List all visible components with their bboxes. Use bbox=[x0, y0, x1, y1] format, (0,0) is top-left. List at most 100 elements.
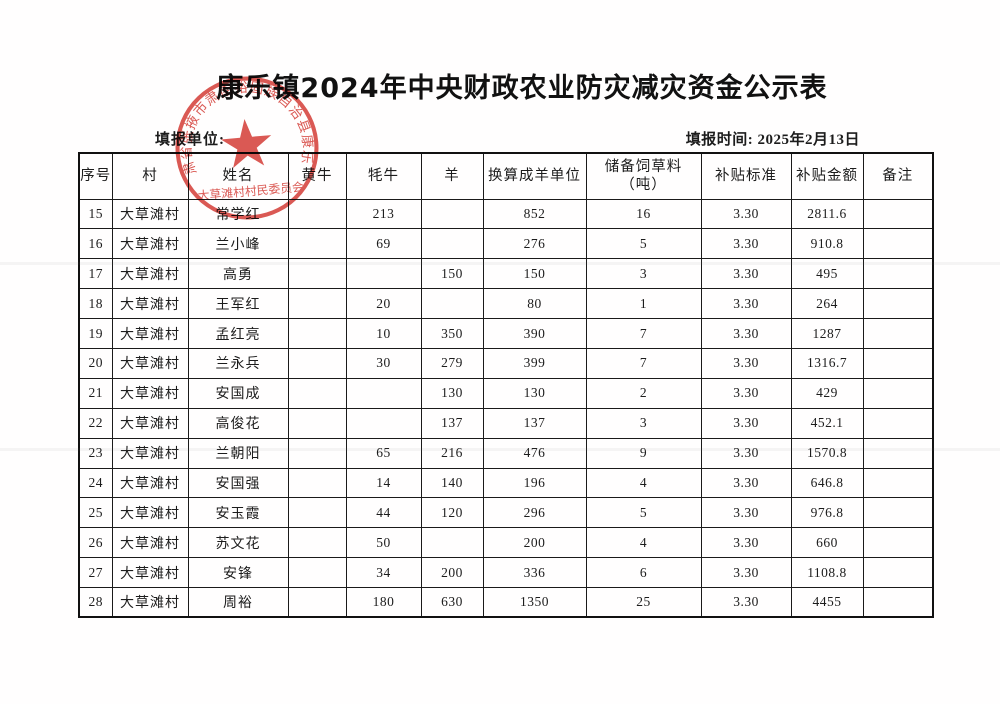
table-cell: 350 bbox=[420, 318, 484, 349]
col-header-sheep-units: 换算成羊单位 bbox=[482, 152, 587, 200]
table-cell: 65 bbox=[345, 437, 422, 469]
table-cell: 976.8 bbox=[790, 497, 864, 529]
table-row: 19 大草滩村 孟红亮 10 350 390 7 3.30 1287 bbox=[78, 318, 934, 349]
table-cell: 安国强 bbox=[187, 467, 289, 499]
table-cell: 大草滩村 bbox=[111, 467, 189, 499]
table-cell: 1350 bbox=[482, 587, 587, 618]
col-header-index: 序号 bbox=[78, 152, 113, 200]
table-cell: 王军红 bbox=[187, 288, 289, 320]
meta-row: 填报单位: 填报时间: 2025年2月13日 bbox=[78, 128, 932, 150]
table-cell: 34 bbox=[345, 557, 422, 589]
table-cell: 10 bbox=[345, 318, 422, 349]
table-cell bbox=[287, 527, 347, 559]
table-cell: 1 bbox=[585, 288, 702, 320]
subsidy-table: 序号 村 姓名 黄牛 牦牛 羊 换算成羊单位 储备饲草料 （吨） 补贴标准 补贴… bbox=[78, 152, 934, 619]
col-header-remarks: 备注 bbox=[862, 152, 934, 200]
table-cell: 3.30 bbox=[700, 347, 792, 379]
table-cell: 4455 bbox=[790, 587, 864, 618]
table-cell bbox=[420, 288, 484, 320]
table-cell bbox=[862, 347, 934, 379]
table-cell: 196 bbox=[482, 467, 587, 499]
table-cell: 3.30 bbox=[700, 557, 792, 589]
table-cell bbox=[420, 228, 484, 260]
table-cell bbox=[862, 527, 934, 559]
table-cell: 大草滩村 bbox=[111, 527, 189, 559]
table-cell: 279 bbox=[420, 347, 484, 379]
table-cell: 3.30 bbox=[700, 527, 792, 559]
table-cell bbox=[345, 377, 422, 409]
table-cell bbox=[862, 377, 934, 409]
table-row: 18 大草滩村 王军红 20 80 1 3.30 264 bbox=[78, 288, 934, 320]
table-cell: 兰朝阳 bbox=[187, 437, 289, 469]
table-cell: 336 bbox=[482, 557, 587, 589]
table-cell: 3.30 bbox=[700, 258, 792, 290]
table-cell bbox=[420, 198, 484, 230]
table-cell: 390 bbox=[482, 318, 587, 349]
col-header-subsidy-amount: 补贴金额 bbox=[790, 152, 864, 200]
table-cell: 3 bbox=[585, 407, 702, 439]
table-row: 15 大草滩村 常学红 213 852 16 3.30 2811.6 bbox=[78, 198, 934, 230]
table-cell: 200 bbox=[482, 527, 587, 559]
table-cell bbox=[287, 467, 347, 499]
table-cell: 3.30 bbox=[700, 228, 792, 260]
table-cell: 25 bbox=[78, 497, 113, 529]
table-cell bbox=[862, 318, 934, 349]
table-cell: 3 bbox=[585, 258, 702, 290]
table-row: 26 大草滩村 苏文花 50 200 4 3.30 660 bbox=[78, 527, 934, 559]
table-cell bbox=[862, 587, 934, 618]
table-cell: 1570.8 bbox=[790, 437, 864, 469]
page-title: 康乐镇2024年中央财政农业防灾减灾资金公示表 bbox=[216, 73, 828, 104]
table-cell: 20 bbox=[78, 347, 113, 379]
table-cell bbox=[287, 587, 347, 618]
table-cell: 大草滩村 bbox=[111, 258, 189, 290]
table-cell: 大草滩村 bbox=[111, 497, 189, 529]
table-cell: 495 bbox=[790, 258, 864, 290]
table-cell bbox=[862, 258, 934, 290]
table-cell: 16 bbox=[78, 228, 113, 260]
table-row: 27 大草滩村 安锋 34 200 336 6 3.30 1108.8 bbox=[78, 557, 934, 589]
table-cell: 660 bbox=[790, 527, 864, 559]
table-cell bbox=[287, 318, 347, 349]
table-cell: 22 bbox=[78, 407, 113, 439]
table-cell: 26 bbox=[78, 527, 113, 559]
table-cell: 200 bbox=[420, 557, 484, 589]
table-cell bbox=[287, 497, 347, 529]
table-cell: 大草滩村 bbox=[111, 288, 189, 320]
table-cell bbox=[287, 228, 347, 260]
table-cell bbox=[287, 347, 347, 379]
table-cell: 150 bbox=[482, 258, 587, 290]
table-cell: 21 bbox=[78, 377, 113, 409]
table-cell: 216 bbox=[420, 437, 484, 469]
table-row: 28 大草滩村 周裕 180 630 1350 25 3.30 4455 bbox=[78, 587, 934, 618]
table-cell: 大草滩村 bbox=[111, 437, 189, 469]
table-cell: 23 bbox=[78, 437, 113, 469]
table-cell bbox=[287, 437, 347, 469]
col-header-forage: 储备饲草料 （吨） bbox=[585, 152, 702, 200]
table-cell: 44 bbox=[345, 497, 422, 529]
table-cell: 16 bbox=[585, 198, 702, 230]
table-cell: 兰永兵 bbox=[187, 347, 289, 379]
table-cell: 130 bbox=[482, 377, 587, 409]
table-cell bbox=[862, 467, 934, 499]
table-cell bbox=[345, 407, 422, 439]
table-cell: 大草滩村 bbox=[111, 557, 189, 589]
table-cell: 大草滩村 bbox=[111, 377, 189, 409]
table-cell bbox=[862, 557, 934, 589]
table-cell: 5 bbox=[585, 228, 702, 260]
table-cell bbox=[287, 198, 347, 230]
table-cell: 476 bbox=[482, 437, 587, 469]
table-cell bbox=[862, 288, 934, 320]
table-cell: 4 bbox=[585, 527, 702, 559]
table-cell: 14 bbox=[345, 467, 422, 499]
table-cell: 3.30 bbox=[700, 318, 792, 349]
table-cell: 910.8 bbox=[790, 228, 864, 260]
table-cell: 安锋 bbox=[187, 557, 289, 589]
col-header-cattle: 黄牛 bbox=[287, 152, 347, 200]
table-cell: 大草滩村 bbox=[111, 228, 189, 260]
col-header-name: 姓名 bbox=[187, 152, 289, 200]
form-unit-label: 填报单位: bbox=[155, 132, 225, 148]
table-cell: 大草滩村 bbox=[111, 318, 189, 349]
col-header-yak: 牦牛 bbox=[345, 152, 422, 200]
table-cell: 213 bbox=[345, 198, 422, 230]
